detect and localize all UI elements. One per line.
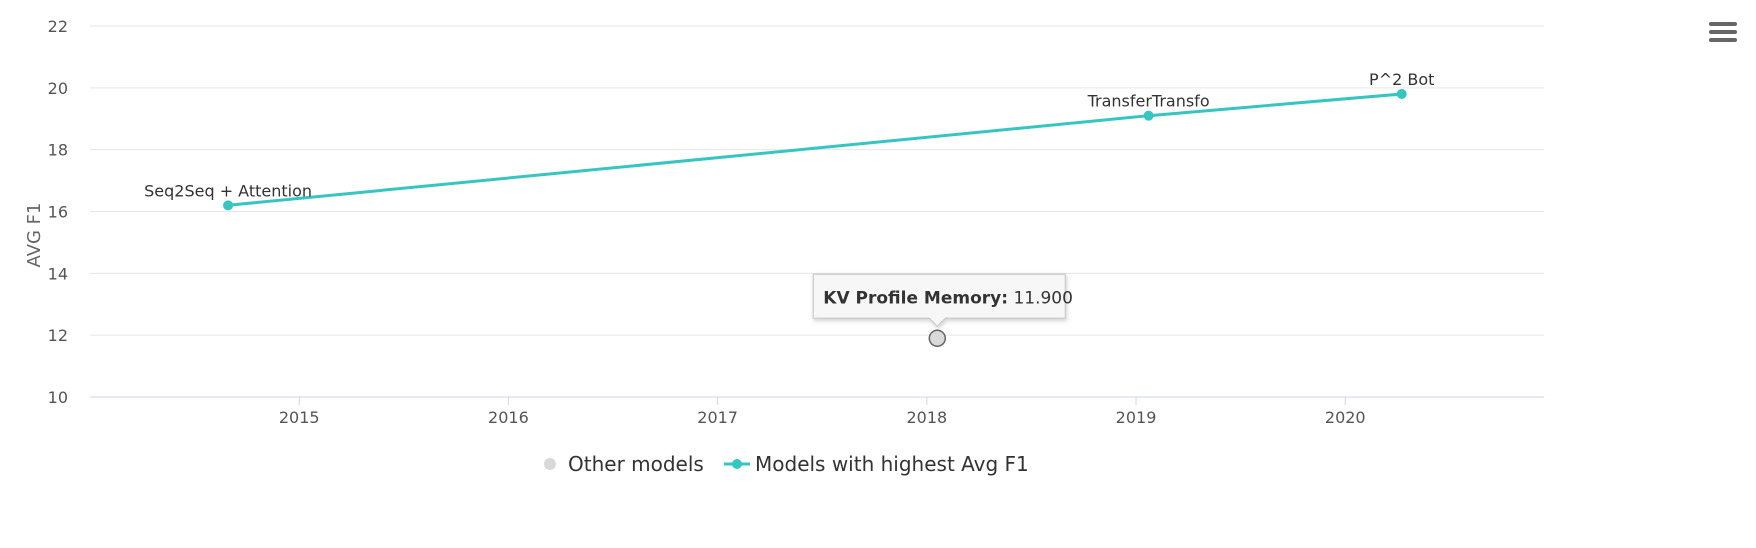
y-tick-label-18: 18 — [48, 141, 68, 160]
x-tick-label-2020: 2020 — [1325, 408, 1366, 427]
y-tick-label-12: 12 — [48, 326, 68, 345]
legend-marker — [732, 459, 742, 469]
point-label: TransferTransfo — [1087, 92, 1210, 111]
x-axis: 2015 2016 2017 2018 2019 2020 — [279, 397, 1366, 427]
point-label: P^2 Bot — [1369, 70, 1434, 89]
hamburger-menu-icon[interactable] — [1706, 20, 1740, 46]
y-tick-label-14: 14 — [48, 264, 68, 283]
tooltip-name: KV Profile Memory: — [823, 288, 1008, 308]
legend-marker — [544, 458, 556, 470]
grid-lines — [90, 25, 1544, 398]
y-axis-title: AVG F1 — [24, 203, 45, 268]
x-tick-label-2019: 2019 — [1116, 408, 1157, 427]
legend-label: Other models — [568, 452, 704, 476]
data-point[interactable] — [223, 200, 234, 211]
series-layer — [223, 89, 1407, 348]
legend-item-models-with-highest-avg-f1[interactable]: Models with highest Avg F1 — [724, 452, 1029, 476]
tooltip-text: KV Profile Memory: 11.900 — [823, 288, 1073, 308]
tooltip-value: 11.900 — [1008, 288, 1073, 308]
x-tick-label-2018: 2018 — [906, 408, 947, 427]
legend-label: Models with highest Avg F1 — [755, 452, 1029, 476]
x-tick-label-2015: 2015 — [279, 408, 320, 427]
y-tick-label-22: 22 — [48, 17, 68, 36]
x-tick-label-2016: 2016 — [488, 408, 529, 427]
x-tick-label-2017: 2017 — [697, 408, 738, 427]
tooltip: KV Profile Memory: 11.900 — [812, 273, 1073, 328]
point-labels: Seq2Seq + Attention TransferTransfo P^2 Bo… — [144, 70, 1434, 200]
y-tick-label-20: 20 — [48, 79, 68, 98]
y-axis: 10 12 14 16 18 20 22 — [48, 17, 68, 407]
data-point[interactable] — [1396, 89, 1407, 100]
legend: Other models Models with highest Avg F1 — [544, 452, 1029, 476]
point-label: Seq2Seq + Attention — [144, 181, 312, 200]
legend-item-other-models[interactable]: Other models — [544, 452, 704, 476]
data-point-hovered[interactable] — [928, 329, 947, 348]
tooltip-box — [812, 273, 1066, 328]
y-tick-label-10: 10 — [48, 388, 68, 407]
y-tick-label-16: 16 — [48, 203, 68, 222]
data-point[interactable] — [1143, 110, 1154, 121]
